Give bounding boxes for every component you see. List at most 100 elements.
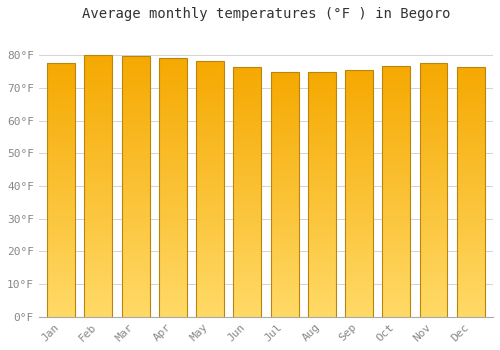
Bar xyxy=(270,312,298,314)
Bar xyxy=(84,183,112,186)
Bar xyxy=(420,238,448,241)
Bar xyxy=(122,299,150,301)
Bar xyxy=(47,96,75,99)
Bar xyxy=(159,76,187,78)
Bar xyxy=(382,98,410,101)
Bar xyxy=(234,187,262,190)
Bar xyxy=(382,244,410,246)
Bar xyxy=(308,273,336,275)
Bar xyxy=(84,63,112,66)
Bar xyxy=(47,152,75,155)
Bar xyxy=(234,100,262,102)
Bar xyxy=(84,249,112,251)
Bar xyxy=(47,112,75,114)
Bar xyxy=(457,72,484,74)
Bar xyxy=(122,168,150,171)
Bar xyxy=(345,164,373,166)
Bar xyxy=(159,89,187,91)
Bar xyxy=(345,196,373,198)
Bar xyxy=(457,214,484,217)
Bar xyxy=(270,236,298,239)
Bar xyxy=(420,66,448,69)
Bar xyxy=(270,314,298,317)
Bar xyxy=(345,161,373,164)
Bar xyxy=(234,195,262,197)
Bar xyxy=(382,186,410,189)
Bar xyxy=(84,215,112,217)
Bar xyxy=(196,278,224,281)
Bar xyxy=(420,185,448,188)
Bar xyxy=(84,194,112,196)
Bar xyxy=(270,241,298,244)
Bar xyxy=(122,197,150,199)
Bar xyxy=(420,281,448,284)
Bar xyxy=(382,154,410,156)
Bar xyxy=(196,184,224,186)
Bar xyxy=(47,307,75,309)
Bar xyxy=(122,129,150,132)
Bar xyxy=(159,236,187,239)
Bar xyxy=(84,278,112,280)
Bar xyxy=(196,253,224,256)
Bar xyxy=(234,125,262,127)
Bar xyxy=(345,99,373,102)
Bar xyxy=(196,235,224,237)
Bar xyxy=(420,210,448,213)
Bar xyxy=(122,69,150,71)
Bar xyxy=(308,97,336,99)
Bar xyxy=(84,217,112,220)
Bar xyxy=(47,91,75,94)
Bar xyxy=(122,90,150,92)
Bar xyxy=(308,109,336,111)
Bar xyxy=(159,96,187,99)
Bar xyxy=(382,181,410,184)
Bar xyxy=(345,290,373,292)
Bar xyxy=(457,184,484,187)
Bar xyxy=(196,163,224,166)
Bar xyxy=(457,199,484,202)
Bar xyxy=(84,176,112,178)
Bar xyxy=(122,61,150,64)
Bar xyxy=(84,113,112,116)
Bar xyxy=(420,279,448,281)
Bar xyxy=(196,215,224,217)
Bar xyxy=(345,258,373,260)
Bar xyxy=(308,282,336,285)
Bar xyxy=(122,139,150,142)
Bar xyxy=(159,140,187,143)
Bar xyxy=(345,156,373,159)
Bar xyxy=(234,152,262,155)
Bar xyxy=(47,127,75,129)
Bar xyxy=(457,267,484,269)
Bar xyxy=(270,99,298,102)
Bar xyxy=(196,248,224,250)
Bar xyxy=(345,282,373,285)
Bar xyxy=(159,117,187,120)
Bar xyxy=(270,287,298,290)
Bar xyxy=(159,148,187,151)
Bar xyxy=(270,114,298,116)
Bar xyxy=(382,71,410,73)
Bar xyxy=(122,252,150,254)
Bar xyxy=(84,110,112,113)
Bar xyxy=(457,219,484,222)
Bar xyxy=(47,63,75,66)
Bar xyxy=(345,304,373,307)
Bar xyxy=(47,102,75,104)
Bar xyxy=(122,186,150,189)
Bar xyxy=(234,314,262,317)
Bar xyxy=(457,212,484,214)
Bar xyxy=(196,281,224,284)
Bar xyxy=(196,71,224,74)
Bar xyxy=(345,146,373,149)
Bar xyxy=(122,212,150,215)
Bar xyxy=(122,275,150,278)
Bar xyxy=(345,70,373,72)
Bar xyxy=(159,304,187,307)
Bar xyxy=(159,254,187,257)
Bar xyxy=(84,141,112,144)
Bar xyxy=(308,89,336,92)
Bar xyxy=(159,223,187,226)
Bar xyxy=(234,259,262,262)
Bar xyxy=(234,135,262,137)
